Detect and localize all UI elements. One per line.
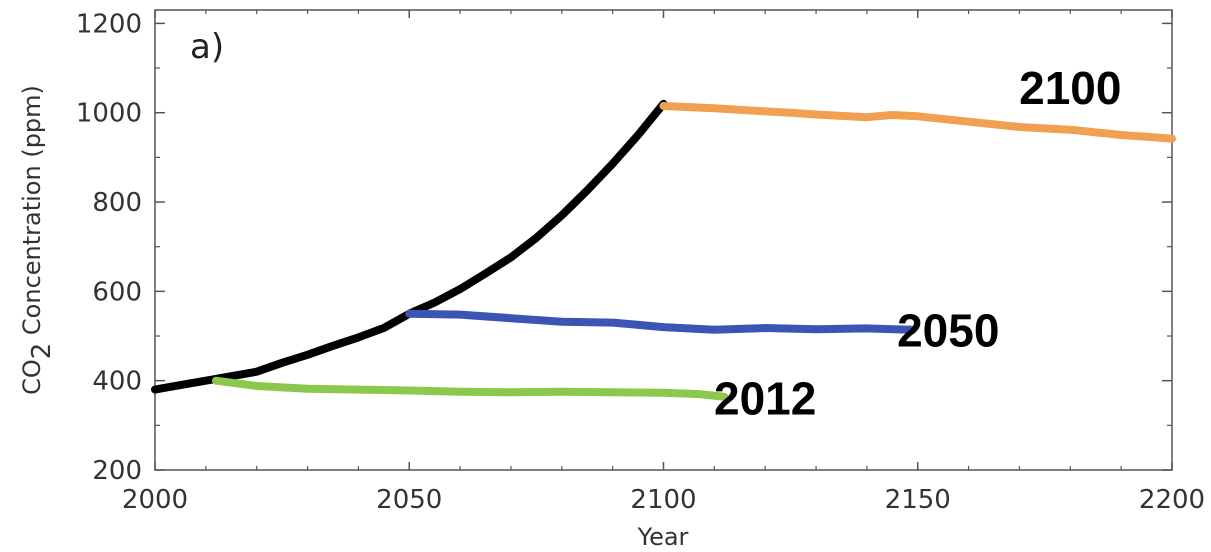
y-axis-title: CO2 Concentration (ppm) xyxy=(18,85,57,395)
y-tick-label: 1200 xyxy=(76,9,142,39)
series-line-1 xyxy=(659,102,1176,143)
x-tick-label: 2000 xyxy=(122,485,188,515)
x-axis-title: Year xyxy=(637,523,689,551)
y-axis-title-prefix: CO xyxy=(18,359,46,395)
series-line-2 xyxy=(405,309,917,334)
y-tick-label: 200 xyxy=(92,456,142,486)
y-axis-title-suffix: Concentration (ppm) xyxy=(18,85,46,343)
y-tick-label: 1000 xyxy=(76,99,142,129)
end-year-label-2012: 2012 xyxy=(714,373,816,425)
y-tick-label: 600 xyxy=(92,277,142,307)
series-line-3 xyxy=(212,376,729,401)
x-tick-label: 2200 xyxy=(1139,485,1205,515)
panel-label: a) xyxy=(190,27,224,67)
end-year-label-2050: 2050 xyxy=(897,305,999,357)
end-year-labels: 2100 2050 2012 xyxy=(714,62,1121,424)
y-axis-title-subscript: 2 xyxy=(27,343,57,360)
axis-ticks: 2000 2050 2100 2150 2200 200 400 600 800 1000 1200 xyxy=(76,9,1205,515)
x-tick-label: 2150 xyxy=(885,485,951,515)
data-lines xyxy=(151,99,1176,401)
x-tick-label: 2100 xyxy=(630,485,696,515)
y-tick-label: 400 xyxy=(92,367,142,397)
y-tick-label: 800 xyxy=(92,188,142,218)
end-year-label-2100: 2100 xyxy=(1019,62,1121,114)
x-tick-label: 2050 xyxy=(376,485,442,515)
